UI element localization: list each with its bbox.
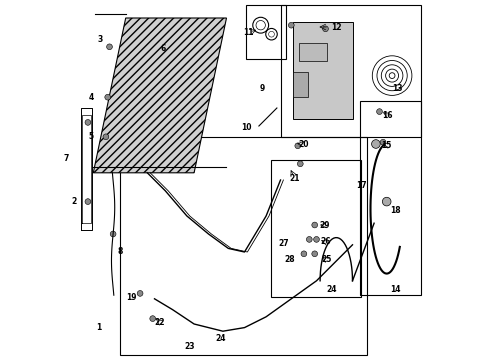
Bar xyxy=(292,72,307,97)
Text: 1: 1 xyxy=(96,323,101,332)
Bar xyxy=(359,101,420,295)
Circle shape xyxy=(297,161,303,167)
Text: 5: 5 xyxy=(89,132,94,141)
Circle shape xyxy=(311,222,317,228)
Text: 24: 24 xyxy=(325,285,336,294)
Text: 27: 27 xyxy=(278,239,288,248)
Text: 16: 16 xyxy=(382,111,392,120)
Circle shape xyxy=(149,316,155,321)
Text: 29: 29 xyxy=(319,220,329,230)
Bar xyxy=(271,160,361,297)
Circle shape xyxy=(294,143,300,149)
Bar xyxy=(292,22,352,119)
Text: 9: 9 xyxy=(259,84,264,93)
Circle shape xyxy=(288,22,294,28)
Bar xyxy=(298,43,326,61)
Text: 18: 18 xyxy=(389,206,400,215)
Circle shape xyxy=(85,199,91,204)
Bar xyxy=(120,137,366,355)
Text: 23: 23 xyxy=(184,342,195,351)
Circle shape xyxy=(85,120,91,125)
Circle shape xyxy=(306,237,311,242)
Circle shape xyxy=(137,291,142,296)
Circle shape xyxy=(103,134,108,140)
Circle shape xyxy=(104,94,110,100)
Text: 12: 12 xyxy=(330,23,341,32)
Text: 20: 20 xyxy=(298,140,308,149)
Circle shape xyxy=(110,231,116,237)
Bar xyxy=(280,5,420,137)
Text: 28: 28 xyxy=(284,256,294,264)
Text: 2: 2 xyxy=(71,197,76,206)
Text: 25: 25 xyxy=(321,256,331,264)
Text: 17: 17 xyxy=(355,181,366,190)
Text: 22: 22 xyxy=(154,318,165,327)
Text: 26: 26 xyxy=(320,238,330,247)
Circle shape xyxy=(382,197,390,206)
Text: 3: 3 xyxy=(98,35,103,44)
Text: 19: 19 xyxy=(125,292,136,302)
Polygon shape xyxy=(93,18,226,173)
Text: 21: 21 xyxy=(288,174,299,183)
Circle shape xyxy=(380,139,385,145)
Text: 8: 8 xyxy=(118,248,123,256)
Text: 13: 13 xyxy=(391,84,402,93)
Text: 6: 6 xyxy=(161,44,166,53)
Circle shape xyxy=(311,251,317,257)
Circle shape xyxy=(313,237,319,242)
Bar xyxy=(246,5,285,59)
Circle shape xyxy=(322,26,328,32)
Text: 14: 14 xyxy=(389,285,400,294)
Circle shape xyxy=(301,251,306,257)
Text: 24: 24 xyxy=(215,334,226,343)
Text: 15: 15 xyxy=(381,141,391,150)
Circle shape xyxy=(376,109,382,114)
Circle shape xyxy=(371,140,380,148)
Text: 10: 10 xyxy=(241,123,251,132)
Circle shape xyxy=(106,44,112,50)
Text: 7: 7 xyxy=(63,154,69,163)
Text: 11: 11 xyxy=(243,28,253,37)
Text: 4: 4 xyxy=(89,93,94,102)
